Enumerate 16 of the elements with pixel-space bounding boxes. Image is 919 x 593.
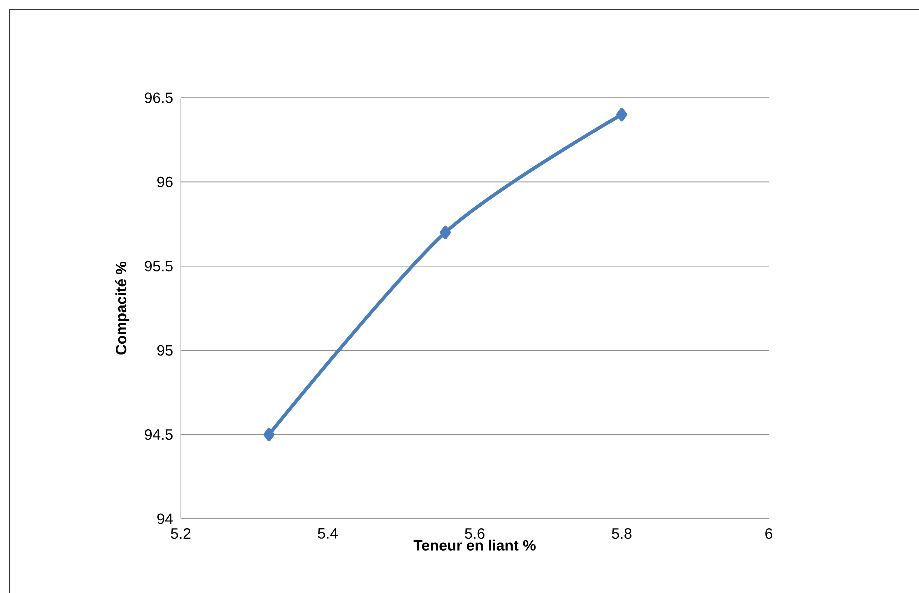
x-tick-label: 5.6 <box>465 528 485 540</box>
x-tick-label: 5.4 <box>318 528 338 539</box>
y-tick-label: 95.5 <box>145 261 173 272</box>
y-tick-label: 96.5 <box>145 92 173 104</box>
y-axis-title: Compacité % <box>116 262 130 355</box>
y-tick-label: 94.5 <box>145 429 173 440</box>
x-tick-label: 5.8 <box>612 528 632 540</box>
x-tick-label: 5.2 <box>171 528 191 540</box>
point <box>616 108 628 122</box>
x-axis-title: Teneur en liant % <box>414 540 536 551</box>
y-tick-label: 96 <box>158 176 173 188</box>
y-tick-label: 95 <box>158 345 173 356</box>
y-tick-label: 94 <box>158 514 174 524</box>
x-tick-label: 6 <box>766 528 773 540</box>
point <box>264 428 275 442</box>
point <box>440 226 452 240</box>
